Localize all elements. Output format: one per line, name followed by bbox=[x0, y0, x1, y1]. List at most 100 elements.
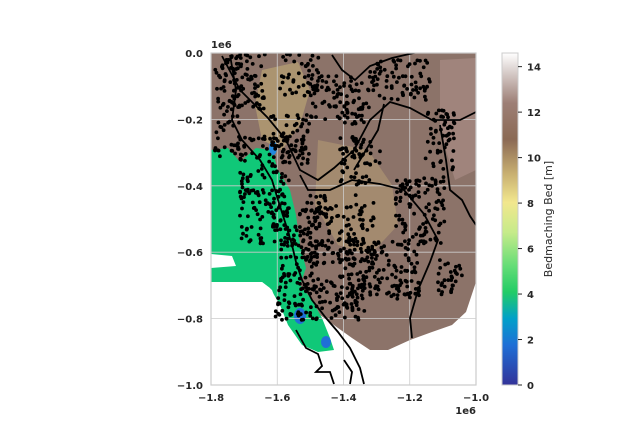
measurement-point bbox=[297, 153, 302, 158]
measurement-point bbox=[356, 278, 361, 283]
measurement-point bbox=[441, 175, 446, 180]
measurement-point bbox=[299, 61, 304, 66]
measurement-point bbox=[358, 217, 362, 222]
measurement-point bbox=[361, 140, 365, 145]
measurement-point bbox=[280, 149, 285, 154]
measurement-point bbox=[352, 98, 356, 103]
measurement-point bbox=[285, 244, 290, 248]
measurement-point bbox=[314, 115, 318, 119]
measurement-point bbox=[292, 233, 296, 238]
measurement-point bbox=[345, 205, 349, 210]
measurement-point bbox=[441, 108, 446, 113]
measurement-point bbox=[427, 208, 431, 213]
measurement-point bbox=[406, 256, 411, 261]
measurement-point bbox=[285, 150, 290, 155]
measurement-point bbox=[342, 104, 347, 108]
measurement-point bbox=[394, 66, 398, 71]
measurement-point bbox=[258, 226, 263, 231]
measurement-point bbox=[395, 97, 400, 102]
measurement-point bbox=[370, 80, 374, 84]
measurement-point bbox=[443, 120, 448, 125]
measurement-point bbox=[238, 170, 243, 175]
measurement-point bbox=[413, 270, 418, 275]
measurement-point bbox=[368, 151, 373, 156]
measurement-point bbox=[262, 137, 267, 142]
measurement-point bbox=[276, 301, 281, 306]
measurement-point bbox=[318, 194, 323, 199]
measurement-point bbox=[330, 216, 334, 220]
measurement-point bbox=[252, 90, 256, 95]
measurement-point bbox=[220, 103, 225, 107]
measurement-point bbox=[327, 231, 332, 236]
measurement-point bbox=[350, 285, 355, 290]
measurement-point bbox=[249, 225, 254, 229]
measurement-point bbox=[359, 105, 364, 110]
measurement-point bbox=[338, 291, 343, 295]
measurement-point bbox=[236, 141, 240, 146]
measurement-point bbox=[296, 313, 301, 318]
measurement-point bbox=[405, 284, 410, 289]
measurement-point bbox=[397, 75, 401, 80]
measurement-point bbox=[390, 239, 395, 244]
measurement-point bbox=[316, 55, 321, 60]
measurement-point bbox=[229, 142, 234, 147]
measurement-point bbox=[293, 301, 297, 306]
measurement-point bbox=[365, 161, 369, 166]
measurement-point bbox=[278, 285, 283, 290]
measurement-point bbox=[417, 195, 421, 199]
measurement-point bbox=[361, 274, 366, 278]
colorbar-tick-label: 8 bbox=[527, 199, 534, 210]
measurement-point bbox=[294, 228, 299, 233]
measurement-point bbox=[296, 85, 301, 89]
measurement-point bbox=[326, 238, 331, 243]
colorbar-tick-label: 10 bbox=[527, 154, 541, 165]
measurement-point bbox=[395, 190, 399, 195]
measurement-point bbox=[280, 317, 284, 322]
measurement-point bbox=[409, 82, 414, 87]
measurement-point bbox=[377, 268, 381, 273]
measurement-point bbox=[352, 257, 357, 261]
measurement-point bbox=[273, 314, 278, 319]
measurement-point bbox=[272, 215, 277, 220]
measurement-point bbox=[298, 281, 302, 286]
y-tick-label: 0.0 bbox=[185, 49, 203, 60]
measurement-point bbox=[403, 239, 407, 244]
measurement-point bbox=[253, 74, 258, 78]
measurement-point bbox=[307, 121, 311, 126]
measurement-point bbox=[276, 311, 281, 316]
measurement-point bbox=[334, 74, 339, 78]
measurement-point bbox=[304, 258, 308, 262]
measurement-point bbox=[301, 317, 306, 322]
measurement-point bbox=[311, 278, 316, 283]
measurement-point bbox=[359, 223, 364, 228]
measurement-point bbox=[295, 128, 300, 133]
measurement-point bbox=[247, 191, 252, 196]
measurement-point bbox=[417, 179, 422, 183]
measurement-point bbox=[390, 70, 395, 75]
measurement-point bbox=[377, 93, 382, 98]
measurement-point bbox=[395, 80, 399, 84]
measurement-point bbox=[412, 211, 416, 216]
measurement-point bbox=[345, 115, 350, 120]
measurement-point bbox=[438, 241, 443, 245]
measurement-point bbox=[350, 294, 355, 299]
measurement-point bbox=[394, 63, 398, 68]
measurement-point bbox=[413, 61, 417, 66]
measurement-point bbox=[403, 228, 408, 232]
measurement-point bbox=[378, 69, 383, 73]
measurement-point bbox=[261, 106, 266, 111]
measurement-point bbox=[320, 79, 325, 83]
measurement-point bbox=[391, 74, 396, 79]
measurement-point bbox=[288, 53, 292, 57]
measurement-point bbox=[431, 161, 435, 166]
measurement-point bbox=[425, 84, 429, 89]
measurement-point bbox=[408, 92, 413, 97]
measurement-point bbox=[243, 188, 248, 193]
measurement-point bbox=[389, 97, 394, 101]
measurement-point bbox=[414, 85, 419, 89]
measurement-point bbox=[387, 290, 391, 295]
measurement-point bbox=[440, 203, 445, 208]
measurement-point bbox=[307, 152, 311, 156]
x-offset-label: 1e6 bbox=[455, 406, 476, 417]
outline-coast-islands bbox=[343, 359, 353, 385]
